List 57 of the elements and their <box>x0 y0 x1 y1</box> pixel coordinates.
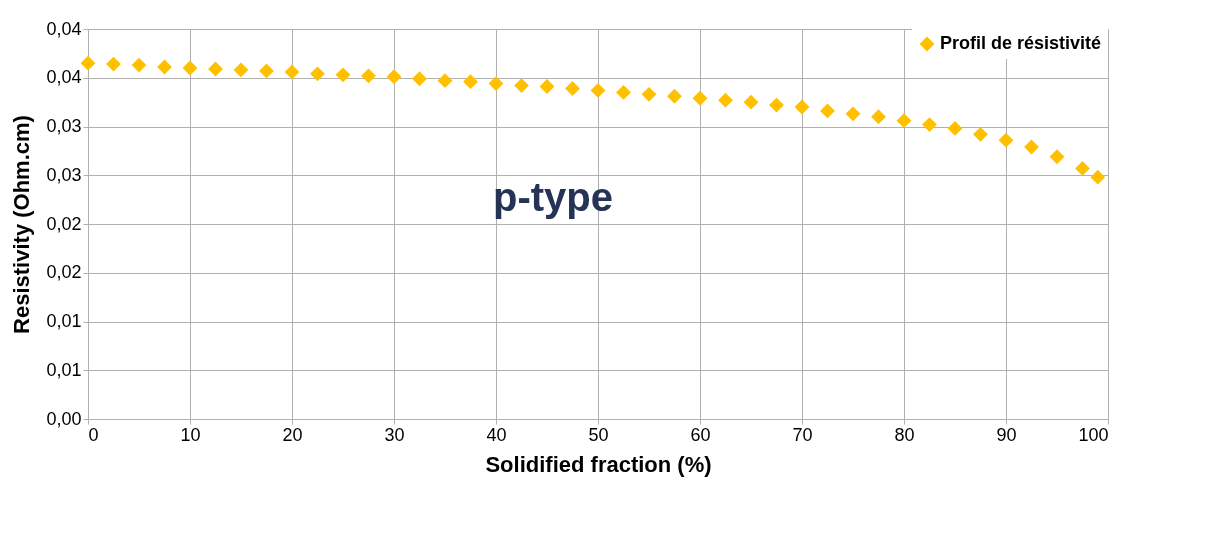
x-axis-title: Solidified fraction (%) <box>485 451 712 477</box>
y-tick-label: 0,01 <box>46 311 82 331</box>
y-tick-label: 0,02 <box>46 262 82 283</box>
legend-label: Profil de résistivité <box>940 33 1102 53</box>
point <box>488 76 504 92</box>
y-tick-label: 0,02 <box>46 213 82 234</box>
x-tick-label: 10 <box>180 424 201 445</box>
y-tick-label: 0,04 <box>46 18 82 39</box>
x-tick-label: 0 <box>88 424 99 445</box>
y-tick-label: 0,03 <box>46 116 82 136</box>
point <box>794 99 810 115</box>
point <box>998 132 1014 148</box>
point <box>514 78 529 93</box>
point <box>641 86 657 102</box>
point <box>718 92 733 108</box>
point <box>667 88 682 104</box>
x-tick-label: 70 <box>792 424 813 445</box>
point <box>565 81 580 96</box>
point <box>106 56 121 72</box>
point <box>80 55 96 71</box>
point <box>845 106 861 122</box>
x-tick-label: 20 <box>282 424 303 445</box>
point <box>616 84 631 100</box>
point <box>692 90 708 106</box>
annotation: p-type <box>493 175 613 219</box>
point <box>1090 169 1106 185</box>
point <box>922 117 937 132</box>
point <box>361 68 376 84</box>
y-tick-label: 0,04 <box>46 67 82 88</box>
point <box>896 113 912 129</box>
point <box>871 109 886 125</box>
point <box>437 73 453 89</box>
point <box>386 69 402 85</box>
y-tick-label: 0,03 <box>46 164 82 185</box>
y-tick-label: 0,01 <box>46 359 82 380</box>
point <box>1049 149 1065 165</box>
point <box>335 67 351 83</box>
y-tick-label: 0,00 <box>46 408 82 429</box>
point <box>233 62 249 78</box>
x-tick-label: 30 <box>384 424 405 445</box>
point <box>1075 161 1090 176</box>
y-axis-title: Resistivity (Ohm.cm) <box>9 115 35 334</box>
x-tick-label: 60 <box>690 424 711 445</box>
x-tick-label: 100 <box>1078 424 1109 445</box>
x-tick-label: 50 <box>588 424 609 445</box>
point <box>284 64 300 80</box>
x-tick-label: 80 <box>894 424 915 445</box>
point <box>973 126 988 142</box>
x-tick-label: 90 <box>996 424 1017 445</box>
point <box>820 103 835 119</box>
point <box>743 94 759 110</box>
point <box>412 71 427 87</box>
point <box>131 57 147 73</box>
point <box>463 74 478 90</box>
point <box>182 60 198 76</box>
x-tick-label: 40 <box>486 424 507 445</box>
point <box>310 66 325 82</box>
